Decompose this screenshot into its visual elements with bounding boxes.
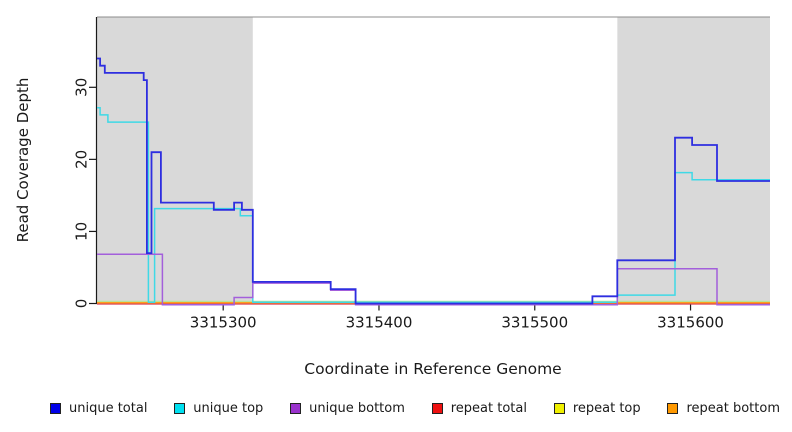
legend-label-unique-bottom: unique bottom (309, 400, 405, 416)
legend-item-unique-bottom: unique bottom (290, 401, 405, 416)
legend-label-repeat-total: repeat total (450, 400, 527, 416)
legend-swatch-unique-total (50, 402, 61, 414)
y-tick-label: 30 (73, 78, 91, 97)
legend-label-unique-top: unique top (193, 400, 264, 416)
shaded-region (617, 17, 770, 304)
y-tick-label: 20 (73, 150, 91, 169)
legend-item-unique-top: unique top (174, 401, 263, 416)
legend-swatch-unique-top (174, 402, 186, 414)
y-tick-label: 0 (73, 299, 91, 309)
x-tick-label: 3315500 (501, 314, 568, 332)
x-tick-label: 3315300 (190, 314, 257, 332)
legend-item-repeat-top: repeat top (553, 400, 641, 416)
legend-item-repeat-bottom: repeat bottom (667, 401, 780, 416)
shaded-region (97, 17, 253, 304)
legend: unique total unique top unique bottom repea… (50, 399, 780, 417)
y-axis-title: Read Coverage Depth (14, 77, 32, 243)
legend-item-unique-total: unique total (50, 401, 147, 416)
legend-swatch-unique-bottom (290, 402, 302, 414)
legend-label-repeat-top: repeat top (572, 400, 641, 416)
legend-label-repeat-bottom: repeat bottom (686, 400, 780, 416)
legend-swatch-repeat-bottom (667, 402, 679, 414)
y-tick-label: 10 (73, 222, 91, 241)
x-tick-label: 3315400 (346, 314, 413, 332)
x-axis-title: Coordinate in Reference Genome (304, 360, 562, 378)
legend-swatch-repeat-top (553, 402, 565, 414)
legend-item-repeat-total: repeat total (431, 400, 527, 416)
legend-swatch-repeat-total (431, 402, 443, 414)
x-tick-label: 3315600 (657, 314, 724, 332)
series-line-unique-total (97, 57, 770, 305)
legend-label-unique-total: unique total (69, 400, 148, 416)
